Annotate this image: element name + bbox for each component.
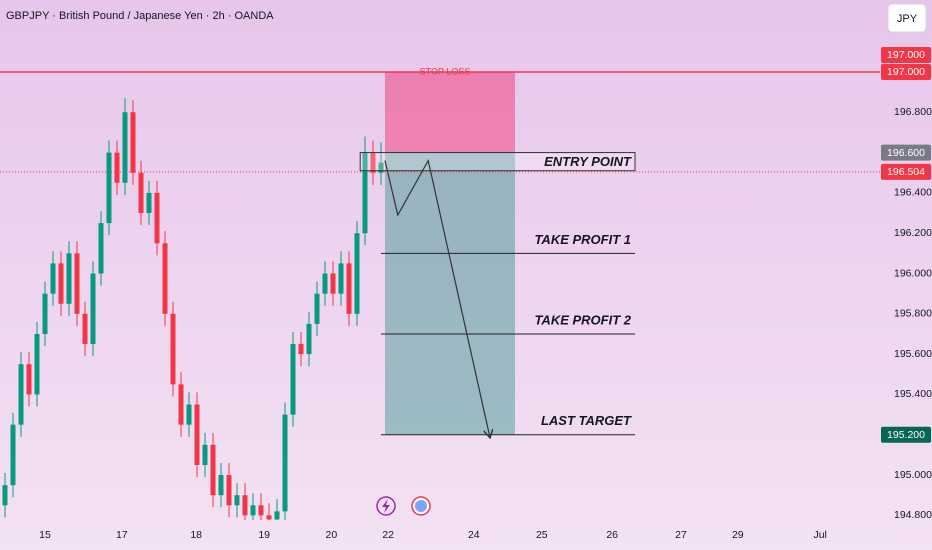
flag-icon bbox=[415, 500, 427, 512]
candle-body bbox=[306, 323, 312, 355]
candle-body bbox=[370, 152, 376, 173]
candle-body bbox=[58, 263, 64, 304]
y-tick-label: 195.000 bbox=[894, 469, 932, 481]
y-tick-label: 196.000 bbox=[894, 267, 932, 279]
lightning-icon bbox=[382, 499, 390, 513]
chart-title: GBPJPY · British Pound / Japanese Yen · … bbox=[6, 10, 274, 22]
x-tick-label: 18 bbox=[190, 529, 202, 541]
x-tick-label: 19 bbox=[258, 529, 270, 541]
candle-body bbox=[106, 152, 112, 224]
currency-button[interactable] bbox=[887, 3, 927, 33]
x-tick-label: 15 bbox=[39, 529, 51, 541]
candle-body bbox=[378, 162, 384, 173]
candle-body bbox=[218, 475, 224, 496]
event-icons bbox=[376, 496, 431, 516]
x-tick-label: 20 bbox=[326, 529, 338, 541]
candle-body bbox=[42, 293, 48, 334]
candle-body bbox=[346, 263, 352, 314]
level-label: LAST TARGET bbox=[541, 413, 632, 428]
price-label-box bbox=[881, 163, 931, 180]
level-label: TAKE PROFIT 1 bbox=[534, 232, 631, 247]
x-tick-label: 29 bbox=[732, 529, 744, 541]
candle-body bbox=[194, 404, 200, 465]
candle-body bbox=[186, 404, 192, 425]
candle-body bbox=[170, 313, 176, 385]
candle-body bbox=[122, 112, 128, 183]
price-label-box bbox=[881, 63, 931, 80]
candle-body bbox=[74, 253, 80, 314]
x-tick-label: 17 bbox=[116, 529, 128, 541]
candle-body bbox=[202, 444, 208, 465]
x-tick-label: 26 bbox=[606, 529, 618, 541]
price-label-box bbox=[881, 426, 931, 443]
candle-body bbox=[2, 485, 8, 506]
y-tick-label: 195.400 bbox=[894, 388, 932, 400]
candle-body bbox=[250, 505, 256, 516]
y-tick-label: 196.200 bbox=[894, 227, 932, 239]
price-label-box bbox=[881, 46, 931, 63]
candle-body bbox=[266, 515, 272, 520]
candle-body bbox=[330, 273, 336, 294]
candle-body bbox=[18, 364, 24, 425]
candle-body bbox=[154, 192, 160, 244]
price-label: 195.200 bbox=[887, 429, 925, 441]
price-label: 197.000 bbox=[887, 49, 925, 61]
candle-body bbox=[338, 263, 344, 294]
candle-body bbox=[362, 152, 368, 234]
candle-body bbox=[66, 253, 72, 304]
price-axis: 194.800 195.000 195.400 195.600 195.800 196.0… bbox=[39, 46, 932, 541]
candle-body bbox=[226, 475, 232, 506]
y-tick-label: 196.400 bbox=[894, 187, 932, 199]
candle-body bbox=[114, 152, 120, 183]
candle-body bbox=[258, 505, 264, 516]
candle-body bbox=[234, 495, 240, 506]
stop-zone bbox=[385, 71, 515, 153]
candle-body bbox=[210, 444, 216, 496]
event-icon[interactable] bbox=[376, 496, 396, 516]
candle-body bbox=[146, 192, 152, 214]
candle-body bbox=[98, 223, 104, 274]
plot-area: STOP LOSS ENTRY POINT TAKE PROFIT 1 TAKE PR… bbox=[0, 66, 880, 520]
candle-body bbox=[282, 414, 288, 512]
x-tick-label: Jul bbox=[813, 529, 826, 541]
candle-body bbox=[298, 344, 304, 355]
candle-body bbox=[314, 293, 320, 324]
y-tick-label: 196.800 bbox=[894, 106, 932, 118]
candle-body bbox=[82, 313, 88, 345]
candle-body bbox=[162, 243, 168, 314]
candle-body bbox=[130, 112, 136, 173]
x-tick-label: 24 bbox=[468, 529, 480, 541]
level-label: TAKE PROFIT 2 bbox=[534, 312, 631, 327]
candle-body bbox=[290, 344, 296, 415]
candle-body bbox=[274, 511, 280, 520]
price-label-box bbox=[881, 144, 931, 161]
y-tick-label: 195.600 bbox=[894, 348, 932, 360]
candle-body bbox=[242, 495, 248, 516]
projection-path bbox=[384, 158, 490, 437]
candle-body bbox=[322, 273, 328, 294]
target-zone bbox=[385, 152, 515, 435]
candle-body bbox=[50, 263, 56, 294]
price-label: 196.504 bbox=[887, 166, 925, 178]
y-tick-label: 195.800 bbox=[894, 308, 932, 320]
currency-label[interactable]: JPY bbox=[897, 13, 918, 25]
price-label: 196.600 bbox=[887, 147, 925, 159]
entry-label: ENTRY POINT bbox=[544, 154, 632, 169]
candle-body bbox=[10, 424, 16, 486]
candle-body bbox=[26, 364, 32, 395]
y-tick-label: 194.800 bbox=[894, 509, 932, 521]
x-tick-label: 22 bbox=[382, 529, 394, 541]
candle-body bbox=[354, 233, 360, 314]
x-tick-label: 25 bbox=[536, 529, 548, 541]
candle-body bbox=[90, 273, 96, 345]
stop-loss-label: STOP LOSS bbox=[420, 66, 471, 76]
price-label: 197.000 bbox=[887, 66, 925, 78]
candle-body bbox=[138, 172, 144, 214]
x-tick-label: 27 bbox=[675, 529, 687, 541]
candle-body bbox=[178, 384, 184, 425]
candle-body bbox=[34, 333, 40, 395]
